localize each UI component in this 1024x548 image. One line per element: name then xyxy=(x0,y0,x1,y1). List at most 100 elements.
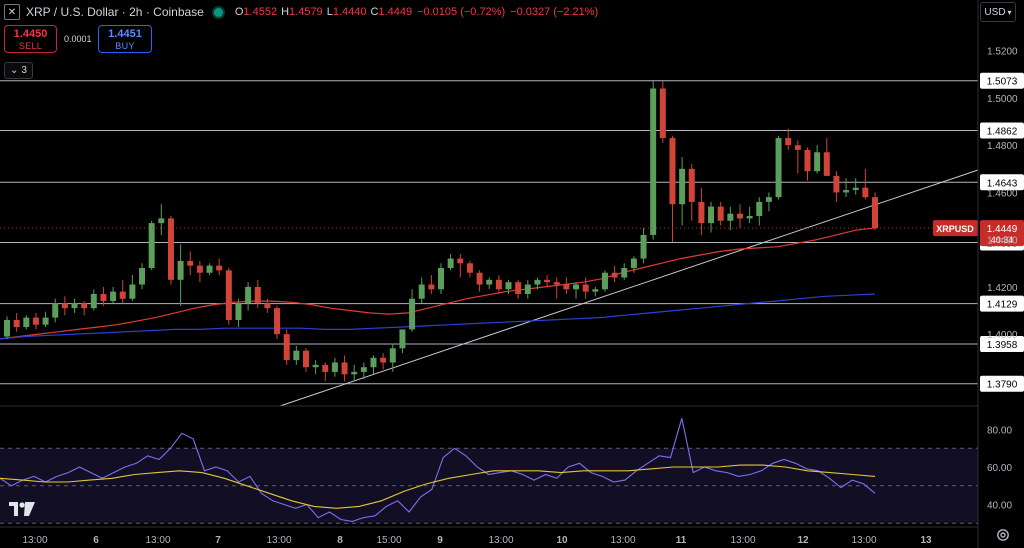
price-change: −0.0105 (−0.72%) xyxy=(417,6,506,18)
market-status-icon xyxy=(213,7,223,17)
bullish-candle xyxy=(592,289,599,292)
rsi-tick-label: 40.00 xyxy=(987,501,1012,512)
bullish-candle xyxy=(23,317,30,328)
bullish-candle xyxy=(814,152,821,172)
bullish-candle xyxy=(129,284,136,299)
buy-button[interactable]: 1.4451 BUY xyxy=(98,25,152,53)
trendline[interactable] xyxy=(279,169,979,407)
ohlc-open: O1.4552 xyxy=(234,6,278,18)
bullish-candle xyxy=(630,258,637,269)
settings-gear-icon[interactable] xyxy=(996,528,1010,542)
time-tick-label: 7 xyxy=(215,535,221,546)
time-tick-label: 10 xyxy=(556,535,568,546)
bullish-candle xyxy=(4,319,10,337)
rsi-tick-label: 60.00 xyxy=(987,463,1012,474)
sell-button[interactable]: 1.4450 SELL xyxy=(4,25,57,53)
symbol-title[interactable]: XRP / U.S. Dollar · 2h · Coinbase xyxy=(26,5,204,19)
bullish-candle xyxy=(650,88,657,235)
bearish-candle xyxy=(196,265,203,273)
level-price-tag xyxy=(980,122,1024,139)
bearish-candle xyxy=(717,206,724,221)
bullish-candle xyxy=(360,367,367,372)
bearish-candle xyxy=(785,138,792,146)
bullish-candle xyxy=(708,206,715,224)
tradingview-logo-icon[interactable] xyxy=(8,500,36,518)
time-tick-label: 6 xyxy=(93,535,99,546)
bullish-candle xyxy=(148,223,155,269)
bullish-candle xyxy=(843,190,850,193)
bullish-candle xyxy=(534,279,541,285)
indicators-count: 3 xyxy=(21,65,27,76)
bearish-candle xyxy=(698,201,705,224)
bearish-candle xyxy=(563,284,570,290)
close-icon[interactable]: ✕ xyxy=(4,4,20,20)
chevron-down-icon: ⌄ xyxy=(10,65,19,76)
bearish-candle xyxy=(457,258,464,264)
level-price-tag xyxy=(980,72,1024,89)
level-price-tag xyxy=(980,174,1024,191)
indicators-toggle-button[interactable]: ⌄ 3 xyxy=(4,62,33,79)
level-price-label: 1.4129 xyxy=(987,300,1018,311)
price-axis[interactable]: 1.5200 1.5000 1.4800 1.4600 1.4400 1.4200 1.40… xyxy=(977,0,1018,548)
bearish-candle xyxy=(254,286,261,304)
bullish-candle xyxy=(52,303,59,318)
bearish-candle xyxy=(187,260,194,266)
bearish-candle xyxy=(341,362,348,375)
time-axis[interactable]: 13:00 6 13:00 7 13:00 8 15:00 9 13:00 10 13:00 11 13… xyxy=(0,526,978,546)
bearish-candle xyxy=(322,364,329,372)
bar-countdown-label: 40:34 xyxy=(991,235,1014,245)
level-price-label: 1.5073 xyxy=(987,77,1018,88)
bullish-candle xyxy=(110,291,117,302)
bullish-candle xyxy=(293,350,300,361)
time-tick-label: 8 xyxy=(337,535,343,546)
currency-button[interactable]: USD ▾ xyxy=(980,2,1016,22)
bullish-candle xyxy=(418,284,425,299)
bearish-candle xyxy=(688,168,695,202)
bearish-candle xyxy=(659,88,666,139)
bullish-candle xyxy=(621,268,628,278)
level-price-label: 1.4643 xyxy=(987,178,1018,189)
buy-price: 1.4451 xyxy=(108,28,142,40)
fast-moving-average-line xyxy=(0,227,876,340)
price-tick-label: 1.4400 xyxy=(987,236,1018,247)
bullish-candle xyxy=(42,317,49,325)
bearish-candle xyxy=(515,282,522,294)
bullish-candle xyxy=(245,286,252,304)
sell-label: SELL xyxy=(18,41,43,51)
bearish-candle xyxy=(13,319,20,328)
bullish-candle xyxy=(601,272,608,290)
time-tick-label: 13:00 xyxy=(266,535,291,546)
bearish-candle xyxy=(736,213,743,219)
symbol-tag xyxy=(933,220,978,237)
price-tick-label: 1.5000 xyxy=(987,94,1018,105)
bearish-candle xyxy=(225,270,232,320)
bullish-candle xyxy=(438,268,444,290)
bullish-candle xyxy=(852,187,859,191)
bearish-candle xyxy=(862,187,869,198)
bearish-candle xyxy=(611,272,618,278)
bearish-candle xyxy=(804,149,811,172)
price-tick-label: 1.4000 xyxy=(987,330,1018,341)
spread-value: 0.0001 xyxy=(64,34,92,44)
bearish-candle xyxy=(100,293,107,302)
bearish-candle xyxy=(380,357,387,363)
currency-label: USD xyxy=(984,6,1006,18)
bearish-candle xyxy=(669,138,676,205)
time-tick-label: 11 xyxy=(676,535,687,546)
level-price-label: 1.3958 xyxy=(987,340,1018,351)
bullish-candle xyxy=(640,234,647,259)
level-price-tag xyxy=(980,375,1024,392)
time-tick-label: 9 xyxy=(437,535,443,546)
bullish-candle xyxy=(756,201,763,217)
bullish-candle xyxy=(370,357,377,368)
bearish-candle xyxy=(119,291,126,299)
bullish-candle xyxy=(775,138,782,198)
price-tick-label: 1.4800 xyxy=(987,141,1018,152)
rsi-tick-label: 80.00 xyxy=(987,426,1012,437)
time-tick-label: 13:00 xyxy=(145,535,170,546)
bearish-candle xyxy=(794,145,801,150)
bearish-candle xyxy=(466,263,473,273)
bullish-candle xyxy=(351,371,358,375)
